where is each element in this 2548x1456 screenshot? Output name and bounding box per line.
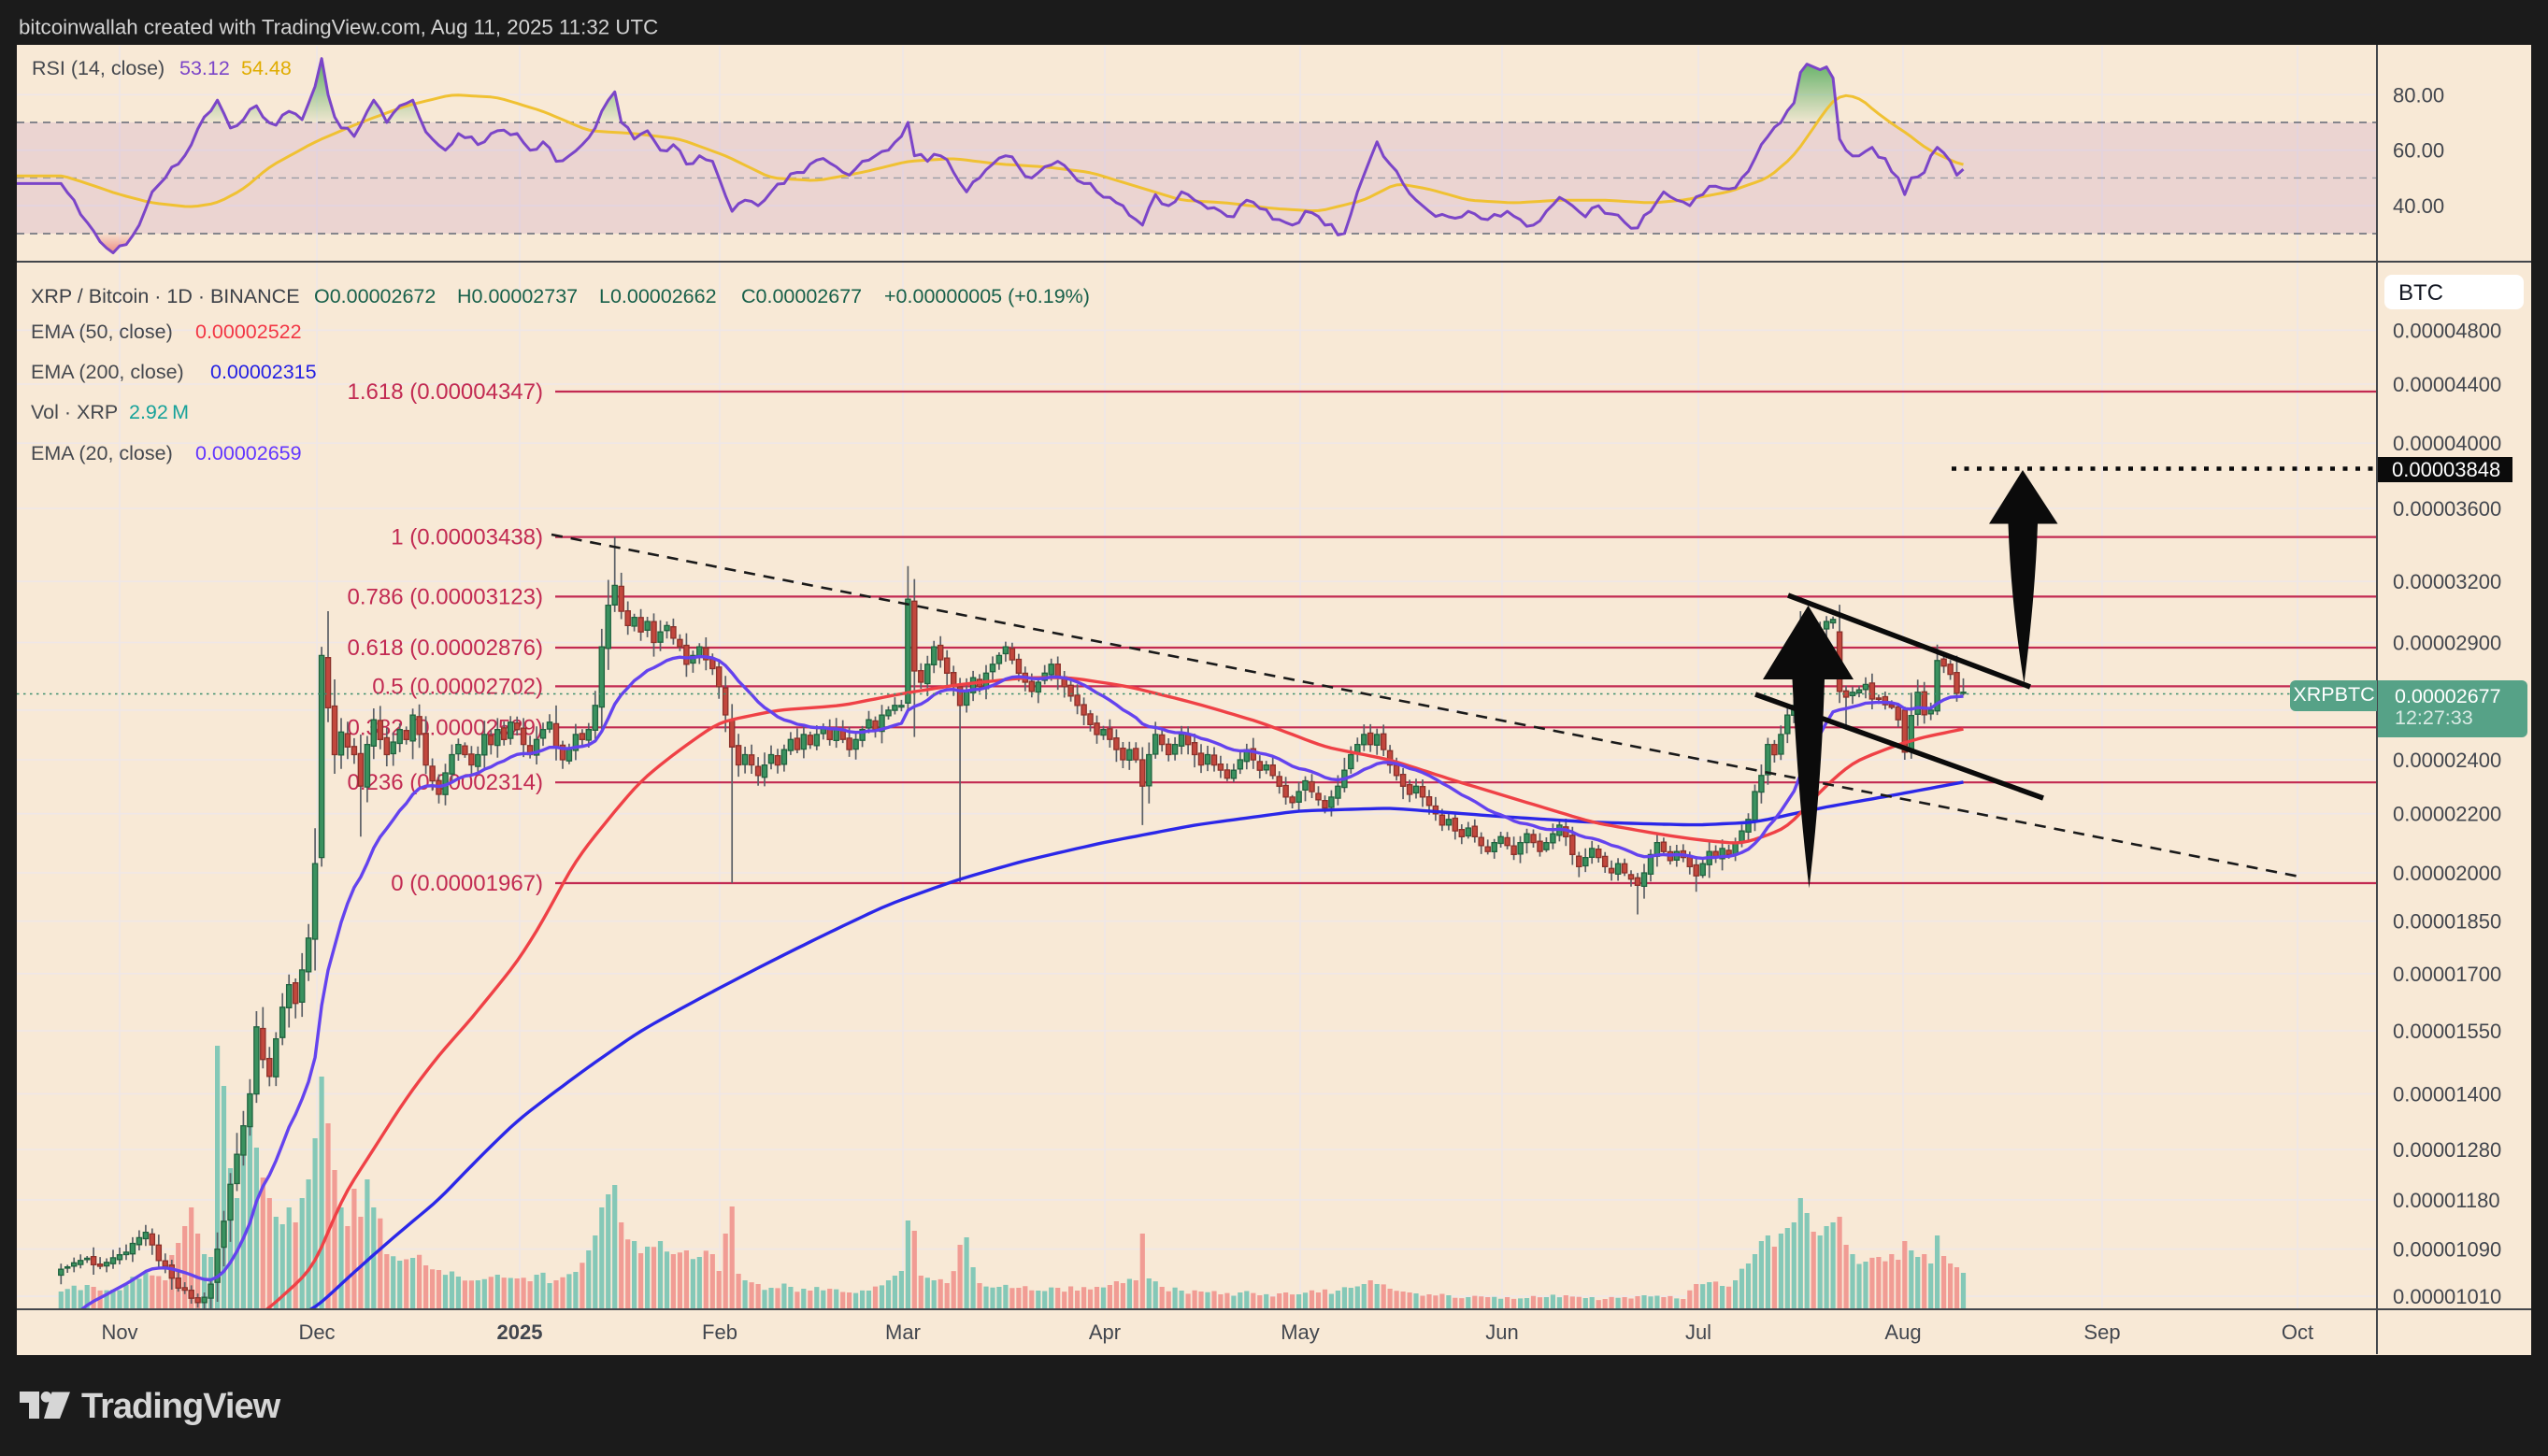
svg-text:Sep: Sep [2083,1320,2120,1344]
svg-text:EMA (200, close): EMA (200, close) [31,361,184,383]
svg-text:2.92 M: 2.92 M [129,401,189,423]
svg-text:0.00004800: 0.00004800 [2393,319,2501,342]
svg-text:0.00003200: 0.00003200 [2393,570,2501,593]
svg-text:Oct: Oct [2282,1320,2313,1344]
svg-text:Mar: Mar [885,1320,921,1344]
svg-text:40.00: 40.00 [2393,194,2444,218]
svg-text:0.00002400: 0.00002400 [2393,749,2501,772]
svg-text:Aug: Aug [1884,1320,1921,1344]
svg-text:H0.00002737: H0.00002737 [457,285,578,307]
svg-text:0.00001700: 0.00001700 [2393,963,2501,986]
svg-text:54.48: 54.48 [241,57,292,79]
svg-text:0.00001550: 0.00001550 [2393,1020,2501,1043]
svg-text:O0.00002672: O0.00002672 [314,285,436,307]
svg-text:60.00: 60.00 [2393,139,2444,163]
svg-text:Vol · XRP: Vol · XRP [31,401,118,423]
svg-text:0.00002200: 0.00002200 [2393,803,2501,826]
svg-text:0.00002000: 0.00002000 [2393,862,2501,885]
svg-text:0.00001400: 0.00001400 [2393,1083,2501,1106]
svg-text:0.00001010: 0.00001010 [2393,1285,2501,1308]
svg-text:EMA (20, close): EMA (20, close) [31,442,173,464]
svg-text:May: May [1281,1320,1320,1344]
svg-text:0.00002659: 0.00002659 [195,442,302,464]
svg-text:0.00003848: 0.00003848 [2392,458,2500,481]
svg-text:EMA (50, close): EMA (50, close) [31,321,173,343]
svg-text:TradingView: TradingView [81,1387,281,1426]
svg-text:0.00002522: 0.00002522 [195,321,302,343]
svg-text:0.00002677: 0.00002677 [2395,685,2501,707]
svg-text:Nov: Nov [101,1320,137,1344]
svg-text:0 (0.00001967): 0 (0.00001967) [391,871,543,896]
svg-text:Dec: Dec [298,1320,335,1344]
svg-text:0.00001850: 0.00001850 [2393,910,2501,934]
svg-text:53.12: 53.12 [179,57,230,79]
svg-text:bitcoinwallah created with Tra: bitcoinwallah created with TradingView.c… [19,16,658,39]
svg-text:0.00002900: 0.00002900 [2393,632,2501,655]
svg-text:Jun: Jun [1485,1320,1518,1344]
svg-text:C0.00002677: C0.00002677 [741,285,862,307]
svg-text:80.00: 80.00 [2393,83,2444,107]
svg-text:0.00004400: 0.00004400 [2393,373,2501,396]
svg-text:0.00001180: 0.00001180 [2393,1189,2500,1212]
svg-text:0.00001280: 0.00001280 [2393,1138,2501,1162]
svg-text:Feb: Feb [702,1320,737,1344]
svg-text:12:27:33: 12:27:33 [2395,707,2473,729]
svg-text:+0.00000005 (+0.19%): +0.00000005 (+0.19%) [884,285,1090,307]
svg-text:0.00004000: 0.00004000 [2393,432,2501,455]
svg-text:0.00003600: 0.00003600 [2393,497,2501,521]
svg-text:0.00001090: 0.00001090 [2393,1238,2501,1262]
svg-text:XRP / Bitcoin · 1D · BINANCE: XRP / Bitcoin · 1D · BINANCE [31,285,300,307]
svg-text:Jul: Jul [1685,1320,1711,1344]
svg-text:0.786 (0.00003123): 0.786 (0.00003123) [347,584,543,609]
svg-text:L0.00002662: L0.00002662 [599,285,717,307]
svg-text:XRPBTC: XRPBTC [2293,683,2374,706]
svg-text:BTC: BTC [2398,280,2443,306]
svg-text:Apr: Apr [1089,1320,1121,1344]
svg-text:0.618 (0.00002876): 0.618 (0.00002876) [347,635,543,661]
svg-text:RSI (14, close): RSI (14, close) [32,57,165,79]
svg-text:0.5 (0.00002702): 0.5 (0.00002702) [372,674,543,699]
svg-text:2025: 2025 [497,1320,543,1344]
svg-text:1 (0.00003438): 1 (0.00003438) [391,525,543,550]
svg-text:1.618 (0.00004347): 1.618 (0.00004347) [347,379,543,405]
svg-text:0.00002315: 0.00002315 [210,361,317,383]
